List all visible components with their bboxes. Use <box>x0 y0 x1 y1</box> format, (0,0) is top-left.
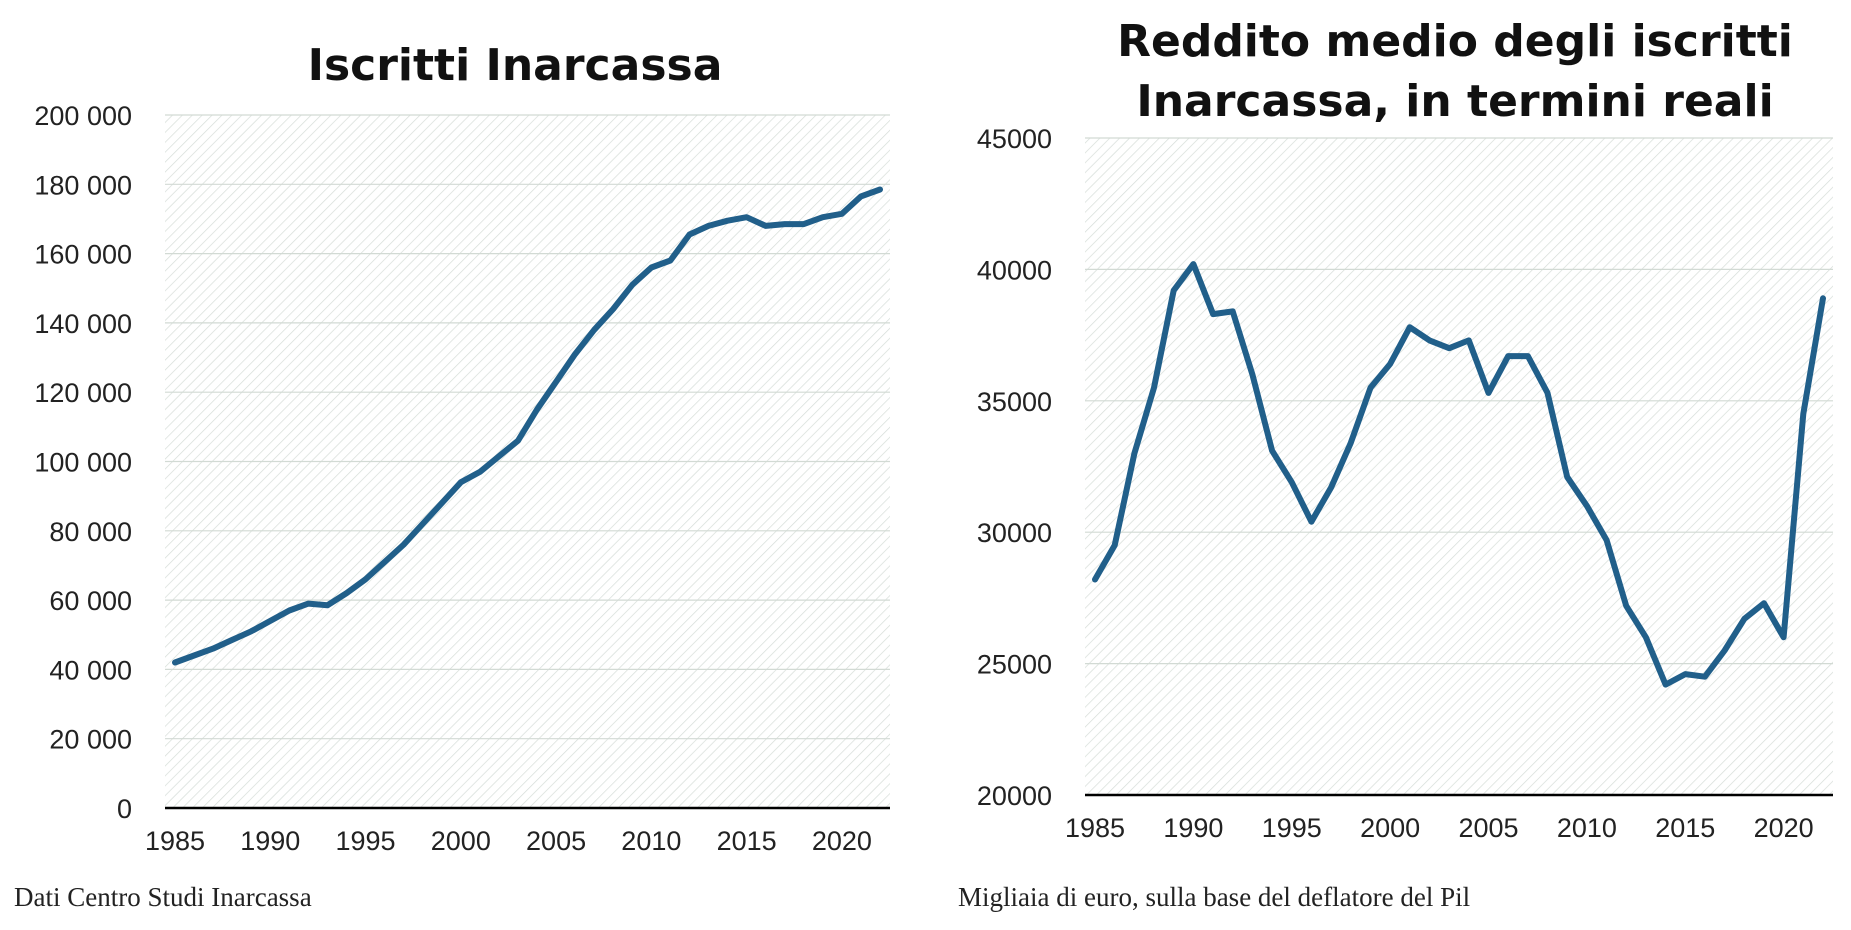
left-series-line <box>172 186 883 666</box>
right-x-tick-label: 2010 <box>1557 813 1617 843</box>
right-x-tick-label: 2000 <box>1360 813 1420 843</box>
left-y-tick-label: 160 000 <box>34 240 132 270</box>
right-x-tick-label: 1990 <box>1163 813 1223 843</box>
right-x-tick-label: 2005 <box>1458 813 1518 843</box>
right-chart-title-line-1: Reddito medio degli iscritti <box>1117 16 1793 67</box>
left-y-tick-label: 180 000 <box>34 170 132 200</box>
right-x-tick-label: 2020 <box>1754 813 1814 843</box>
left-x-tick-label: 1995 <box>336 826 396 856</box>
left-y-tick-label: 200 000 <box>34 101 132 131</box>
chart-left: 0 20 000 40 000 60 000 80 000 100 000 120 000 1… <box>14 40 890 912</box>
left-y-tick-label: 0 <box>117 794 132 824</box>
right-y-tick-label: 45000 <box>977 124 1052 154</box>
left-y-tick-labels: 0 20 000 40 000 60 000 80 000 100 000 120 000 1… <box>34 101 132 824</box>
left-x-tick-label: 2005 <box>526 826 586 856</box>
right-y-tick-labels: 20000 25000 30000 35000 40000 45000 <box>977 124 1052 811</box>
right-y-tick-label: 40000 <box>977 255 1052 285</box>
left-x-tick-label: 2000 <box>431 826 491 856</box>
right-x-tick-label: 2015 <box>1655 813 1715 843</box>
right-y-tick-label: 30000 <box>977 518 1052 548</box>
left-gridlines <box>165 114 890 740</box>
left-chart-note: Dati Centro Studi Inarcassa <box>14 882 312 912</box>
left-y-tick-label: 80 000 <box>49 517 132 547</box>
right-x-tick-labels: 1985 1990 1995 2000 2005 2010 2015 2020 <box>1065 813 1814 843</box>
left-x-tick-label: 1985 <box>145 826 205 856</box>
left-y-tick-label: 100 000 <box>34 448 132 478</box>
left-x-tick-label: 2015 <box>717 826 777 856</box>
left-x-tick-label: 2020 <box>812 826 872 856</box>
left-x-tick-label: 2010 <box>621 826 681 856</box>
left-x-tick-labels: 1985 1990 1995 2000 2005 2010 2015 2020 <box>145 826 872 856</box>
right-series-line <box>1092 261 1826 688</box>
right-y-tick-label: 20000 <box>977 781 1052 811</box>
right-y-tick-label: 25000 <box>977 650 1052 680</box>
right-plot-background <box>1085 138 1833 795</box>
left-y-tick-label: 120 000 <box>34 378 132 408</box>
right-x-tick-label: 1985 <box>1065 813 1125 843</box>
left-chart-title: Iscritti Inarcassa <box>308 40 723 91</box>
right-x-tick-label: 1995 <box>1262 813 1322 843</box>
left-y-tick-label: 140 000 <box>34 309 132 339</box>
left-y-tick-label: 60 000 <box>49 586 132 616</box>
left-y-tick-label: 40 000 <box>49 655 132 685</box>
left-x-tick-label: 1990 <box>240 826 300 856</box>
right-y-tick-label: 35000 <box>977 387 1052 417</box>
right-chart-note: Migliaia di euro, sulla base del deflato… <box>958 882 1470 912</box>
right-gridlines <box>1085 137 1833 665</box>
right-chart-title-line-2: Inarcassa, in termini reali <box>1136 76 1773 127</box>
left-y-tick-label: 20 000 <box>49 725 132 755</box>
